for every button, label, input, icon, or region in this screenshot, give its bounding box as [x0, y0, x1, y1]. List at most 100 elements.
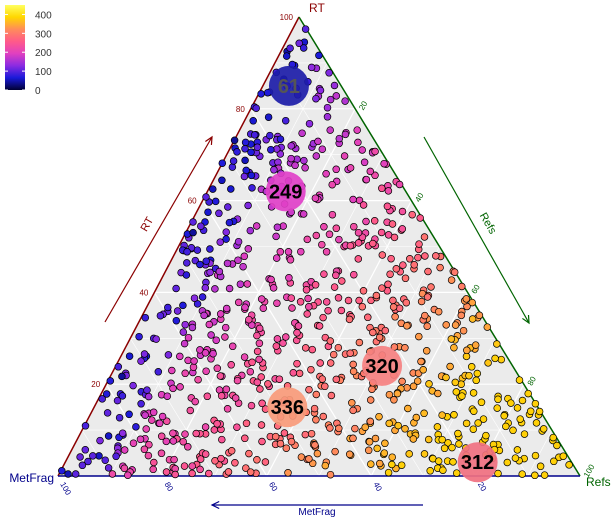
data-point: [211, 197, 220, 206]
data-point: [299, 210, 308, 218]
data-point: [319, 313, 327, 322]
colorbar: 0 100 200 300 400: [5, 5, 52, 97]
data-point: [393, 389, 402, 398]
data-point: [272, 232, 280, 241]
data-point: [398, 207, 407, 216]
data-point: [112, 452, 120, 461]
data-point: [246, 468, 255, 476]
data-point: [406, 255, 414, 263]
data-point: [535, 407, 544, 416]
data-point: [137, 400, 145, 408]
data-point: [286, 44, 294, 52]
tick-rt: 60: [188, 197, 197, 206]
data-point: [106, 377, 115, 385]
data-point: [405, 450, 413, 458]
data-point: [102, 390, 111, 398]
data-point: [162, 468, 171, 476]
data-point: [284, 469, 292, 477]
data-point: [432, 252, 440, 260]
data-point: [256, 385, 264, 393]
data-point: [341, 130, 350, 139]
data-point: [524, 389, 532, 398]
data-point: [410, 261, 418, 269]
data-point: [179, 328, 188, 336]
data-point: [303, 235, 312, 244]
data-point: [246, 367, 255, 376]
data-point: [201, 423, 210, 431]
cluster-336: 336: [267, 387, 308, 428]
data-point: [502, 422, 510, 431]
data-point: [115, 413, 124, 422]
data-point: [315, 322, 324, 330]
data-point: [182, 271, 191, 279]
data-point: [332, 271, 340, 280]
data-point: [241, 156, 249, 165]
data-point: [391, 313, 399, 321]
data-point: [473, 369, 482, 378]
data-point: [176, 383, 184, 391]
data-point: [180, 339, 189, 348]
data-point: [192, 429, 200, 438]
data-point: [536, 462, 545, 471]
data-point: [401, 425, 409, 433]
data-point: [227, 185, 235, 193]
data-point: [328, 180, 336, 189]
data-point: [201, 284, 210, 292]
data-point: [397, 461, 406, 469]
data-point: [408, 210, 416, 219]
data-point: [206, 268, 214, 277]
data-point: [312, 152, 321, 160]
data-point: [108, 470, 117, 478]
data-point: [253, 347, 262, 356]
data-point: [188, 323, 197, 332]
data-point: [163, 417, 171, 425]
data-point: [384, 187, 393, 195]
data-point: [320, 223, 328, 231]
data-point: [423, 322, 431, 330]
data-point: [301, 344, 310, 352]
data-point: [280, 429, 289, 437]
tick-refs: 40: [413, 191, 426, 204]
data-point: [371, 147, 379, 156]
data-point: [380, 449, 389, 457]
data-point: [316, 359, 324, 367]
data-point: [417, 357, 425, 366]
data-point: [375, 412, 383, 421]
data-point: [154, 368, 163, 376]
data-point: [264, 380, 272, 388]
data-point: [287, 437, 296, 446]
cluster-61: 61: [268, 65, 309, 106]
colorbar-tick-label: 400: [35, 10, 52, 21]
data-point: [334, 343, 343, 352]
data-point: [242, 166, 250, 175]
data-point: [539, 425, 548, 433]
data-point: [202, 193, 210, 201]
data-point: [532, 419, 541, 427]
data-point: [229, 157, 238, 165]
data-point: [58, 467, 66, 475]
data-point: [403, 322, 411, 330]
data-point: [420, 450, 429, 458]
data-point: [320, 270, 328, 278]
data-point: [217, 392, 226, 400]
data-point: [149, 408, 158, 417]
data-point: [345, 450, 354, 459]
data-points: [58, 25, 573, 480]
data-point: [319, 412, 328, 421]
data-point: [390, 233, 399, 242]
data-point: [194, 375, 202, 384]
data-point: [328, 210, 337, 219]
data-point: [341, 97, 349, 105]
tick-metfrag: 20: [476, 481, 489, 494]
arrow-metfrag-head: [210, 500, 220, 510]
data-point: [451, 321, 460, 329]
data-point: [474, 419, 482, 427]
data-point: [305, 303, 313, 311]
data-point: [368, 385, 376, 393]
data-point: [483, 323, 492, 331]
colorbar-tick-label: 300: [35, 29, 52, 40]
data-point: [332, 92, 341, 100]
data-point: [500, 412, 508, 420]
data-point: [215, 209, 223, 218]
data-point: [181, 320, 189, 329]
